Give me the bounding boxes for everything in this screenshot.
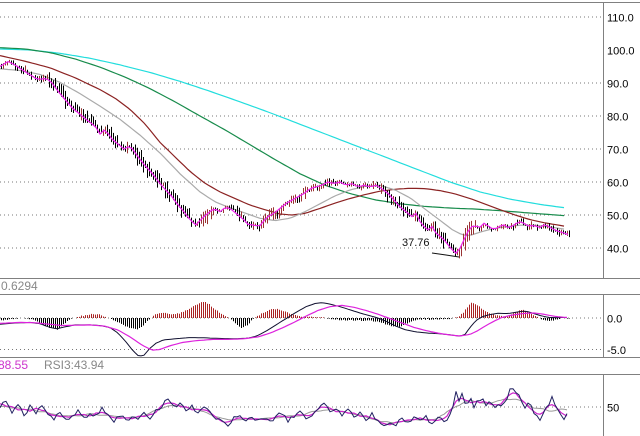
macd-value-label: 0.6294 — [1, 279, 38, 293]
ma-fastest-magenta — [0, 60, 569, 255]
price-annotation: 37.76 — [402, 237, 430, 249]
rsi-panel-plot[interactable] — [0, 388, 568, 427]
ma-slow-green — [0, 47, 565, 217]
rsi-value-label: 88.55 — [0, 358, 29, 372]
price-axis-tick-label: 70.0 — [607, 145, 628, 157]
macd-axis-tick-label: -5.0 — [607, 345, 626, 357]
rsi-medium-line — [0, 392, 568, 426]
price-axis-tick-label: 90.0 — [607, 79, 628, 91]
price-axis-tick-label: 80.0 — [607, 112, 628, 124]
price-axis-tick-label: 100.0 — [607, 46, 635, 58]
gridlines — [0, 16, 603, 408]
candlestick-series — [1, 59, 570, 259]
price-axis-tick-label: 50.0 — [607, 211, 628, 223]
price-panel-plot[interactable] — [0, 47, 570, 259]
macd-panel-plot[interactable] — [0, 301, 570, 357]
macd-histogram — [1, 301, 570, 330]
rsi-fast-line — [0, 388, 568, 427]
price-axis-tick-label: 60.0 — [607, 178, 628, 190]
macd-dea-line — [0, 304, 568, 351]
macd-axis-tick-label: 0.0 — [607, 314, 622, 326]
y-axis-labels: 110.0 100.0 90.0 80.0 70.0 60.0 50.0 40.0 0.0 -5.… — [607, 13, 635, 415]
price-axis-tick-label: 40.0 — [607, 244, 628, 256]
rsi-slow-line — [0, 398, 568, 424]
ma-slowest-cyan — [0, 48, 565, 209]
ma-medium-maroon — [0, 55, 565, 227]
annotation-underline — [431, 252, 460, 258]
rsi-axis-tick-label: 50 — [607, 403, 619, 415]
rsi-indicator-label: RSI3:43.94 — [44, 358, 105, 372]
price-axis-tick-label: 110.0 — [607, 13, 634, 25]
